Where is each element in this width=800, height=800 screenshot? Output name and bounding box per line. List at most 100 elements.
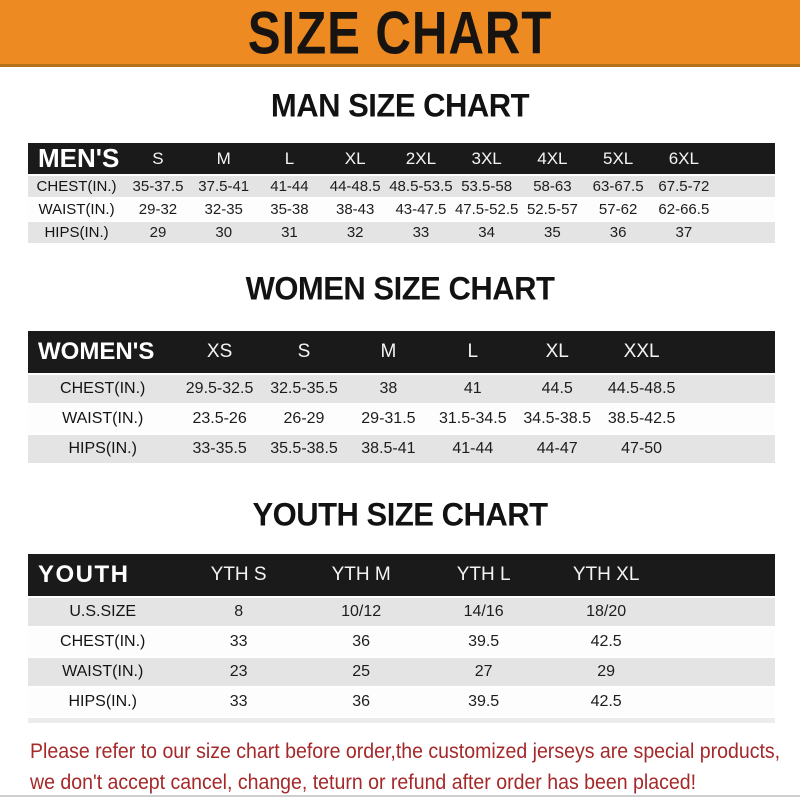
size-value: 53.5-58 bbox=[453, 176, 520, 197]
size-value: 47.5-52.5 bbox=[453, 199, 520, 220]
row-label: HIPS(IN.) bbox=[28, 222, 126, 243]
youth-section-heading: YOUTH SIZE CHART bbox=[252, 496, 548, 533]
size-value: 35.5-38.5 bbox=[261, 435, 347, 463]
size-value: 38.5-41 bbox=[346, 435, 431, 463]
size-value: 35-37.5 bbox=[125, 176, 191, 197]
size-column-header: 3XL bbox=[453, 143, 520, 174]
size-value: 29-31.5 bbox=[346, 405, 431, 433]
size-value: 29-32 bbox=[125, 199, 191, 220]
size-column-header: L bbox=[430, 331, 516, 373]
size-value: 23.5-26 bbox=[177, 405, 262, 433]
size-value: 34.5-38.5 bbox=[515, 405, 600, 433]
size-column-header: XS bbox=[177, 331, 262, 373]
size-column-header: 5XL bbox=[585, 143, 651, 174]
banner: SIZE CHART bbox=[0, 0, 800, 67]
size-column-header: S bbox=[125, 143, 191, 174]
row-label: WAIST(IN.) bbox=[28, 658, 178, 686]
table-row: HIPS(IN.) 33 36 39.5 42.5 bbox=[28, 688, 775, 716]
row-filler bbox=[683, 405, 775, 433]
table-row: WAIST(IN.) 23 25 27 29 bbox=[28, 658, 775, 686]
table-row: WAIST(IN.) 23.5-26 26-29 29-31.5 31.5-34.5 34… bbox=[28, 405, 775, 433]
table-title: YOUTH bbox=[28, 554, 178, 596]
size-value: 33 bbox=[177, 628, 300, 656]
size-value: 37 bbox=[650, 222, 717, 243]
size-value: 36 bbox=[585, 222, 651, 243]
size-value: 39.5 bbox=[422, 688, 545, 716]
size-column-header: S bbox=[261, 331, 347, 373]
size-value: 32-35 bbox=[190, 199, 257, 220]
header-filler bbox=[683, 331, 775, 373]
size-value: 35-38 bbox=[256, 199, 323, 220]
table-title: WOMEN'S bbox=[28, 331, 178, 373]
size-value: 41-44 bbox=[256, 176, 323, 197]
table-row: CHEST(IN.) 35-37.5 37.5-41 41-44 44-48.5 48.5… bbox=[28, 176, 775, 197]
row-filler bbox=[667, 628, 775, 656]
table-row: U.S.SIZE 8 10/12 14/16 18/20 bbox=[28, 598, 775, 626]
size-value: 48.5-53.5 bbox=[388, 176, 454, 197]
size-value: 58-63 bbox=[519, 176, 586, 197]
size-column-header: M bbox=[190, 143, 257, 174]
size-value: 31 bbox=[256, 222, 323, 243]
size-value: 44-47 bbox=[515, 435, 600, 463]
table-title: MEN'S bbox=[28, 143, 126, 174]
row-filler bbox=[716, 222, 775, 243]
table-header-row: WOMEN'S XS S M L XL XXL bbox=[28, 331, 775, 373]
row-label: U.S.SIZE bbox=[28, 598, 178, 626]
size-value: 62-66.5 bbox=[650, 199, 717, 220]
size-value: 39.5 bbox=[422, 628, 545, 656]
row-filler bbox=[716, 199, 775, 220]
size-value: 44.5-48.5 bbox=[599, 375, 684, 403]
youth-table-bottom-strip bbox=[28, 718, 775, 723]
size-value: 52.5-57 bbox=[519, 199, 586, 220]
order-policy-note: Please refer to our size chart before or… bbox=[0, 736, 800, 798]
women-section-heading: WOMEN SIZE CHART bbox=[245, 270, 555, 307]
size-value: 42.5 bbox=[544, 688, 668, 716]
size-value: 18/20 bbox=[544, 598, 668, 626]
womens-size-table: WOMEN'S XS S M L XL XXL CHEST(IN.) 29.5-32.5 32.… bbox=[28, 329, 775, 465]
table-row: HIPS(IN.) 33-35.5 35.5-38.5 38.5-41 41-44 44-… bbox=[28, 435, 775, 463]
size-value: 37.5-41 bbox=[190, 176, 257, 197]
size-value: 29 bbox=[544, 658, 668, 686]
row-label: WAIST(IN.) bbox=[28, 405, 178, 433]
size-value: 23 bbox=[177, 658, 300, 686]
size-value: 35 bbox=[519, 222, 586, 243]
size-value: 29 bbox=[125, 222, 191, 243]
size-value: 29.5-32.5 bbox=[177, 375, 262, 403]
row-filler bbox=[683, 375, 775, 403]
men-section-heading: MAN SIZE CHART bbox=[270, 87, 530, 124]
size-column-header: M bbox=[346, 331, 431, 373]
size-column-header: YTH M bbox=[299, 554, 423, 596]
row-filler bbox=[667, 598, 775, 626]
size-value: 33 bbox=[177, 688, 300, 716]
size-value: 41 bbox=[430, 375, 516, 403]
order-policy-line-1: Please refer to our size chart before or… bbox=[30, 740, 781, 763]
row-filler bbox=[667, 688, 775, 716]
size-value: 33-35.5 bbox=[177, 435, 262, 463]
size-value: 38 bbox=[346, 375, 431, 403]
row-label: CHEST(IN.) bbox=[28, 176, 126, 197]
size-value: 47-50 bbox=[599, 435, 684, 463]
size-value: 27 bbox=[422, 658, 545, 686]
table-row: HIPS(IN.) 29 30 31 32 33 34 35 36 37 bbox=[28, 222, 775, 243]
row-filler bbox=[667, 658, 775, 686]
size-value: 38.5-42.5 bbox=[599, 405, 684, 433]
table-header-row: YOUTH YTH S YTH M YTH L YTH XL bbox=[28, 554, 775, 596]
size-value: 36 bbox=[299, 688, 423, 716]
size-column-header: 6XL bbox=[650, 143, 717, 174]
size-column-header: YTH XL bbox=[544, 554, 668, 596]
size-value: 33 bbox=[388, 222, 454, 243]
size-value: 8 bbox=[177, 598, 300, 626]
size-value: 14/16 bbox=[422, 598, 545, 626]
table-header-row: MEN'S S M L XL 2XL 3XL 4XL 5XL 6XL bbox=[28, 143, 775, 174]
size-value: 36 bbox=[299, 628, 423, 656]
size-column-header: 2XL bbox=[388, 143, 454, 174]
size-value: 31.5-34.5 bbox=[430, 405, 516, 433]
size-value: 41-44 bbox=[430, 435, 516, 463]
row-label: HIPS(IN.) bbox=[28, 435, 178, 463]
size-column-header: XL bbox=[322, 143, 389, 174]
size-column-header: XXL bbox=[599, 331, 684, 373]
table-row: CHEST(IN.) 33 36 39.5 42.5 bbox=[28, 628, 775, 656]
order-policy-line-2: we don't accept cancel, change, teturn o… bbox=[30, 771, 697, 794]
row-label: WAIST(IN.) bbox=[28, 199, 126, 220]
